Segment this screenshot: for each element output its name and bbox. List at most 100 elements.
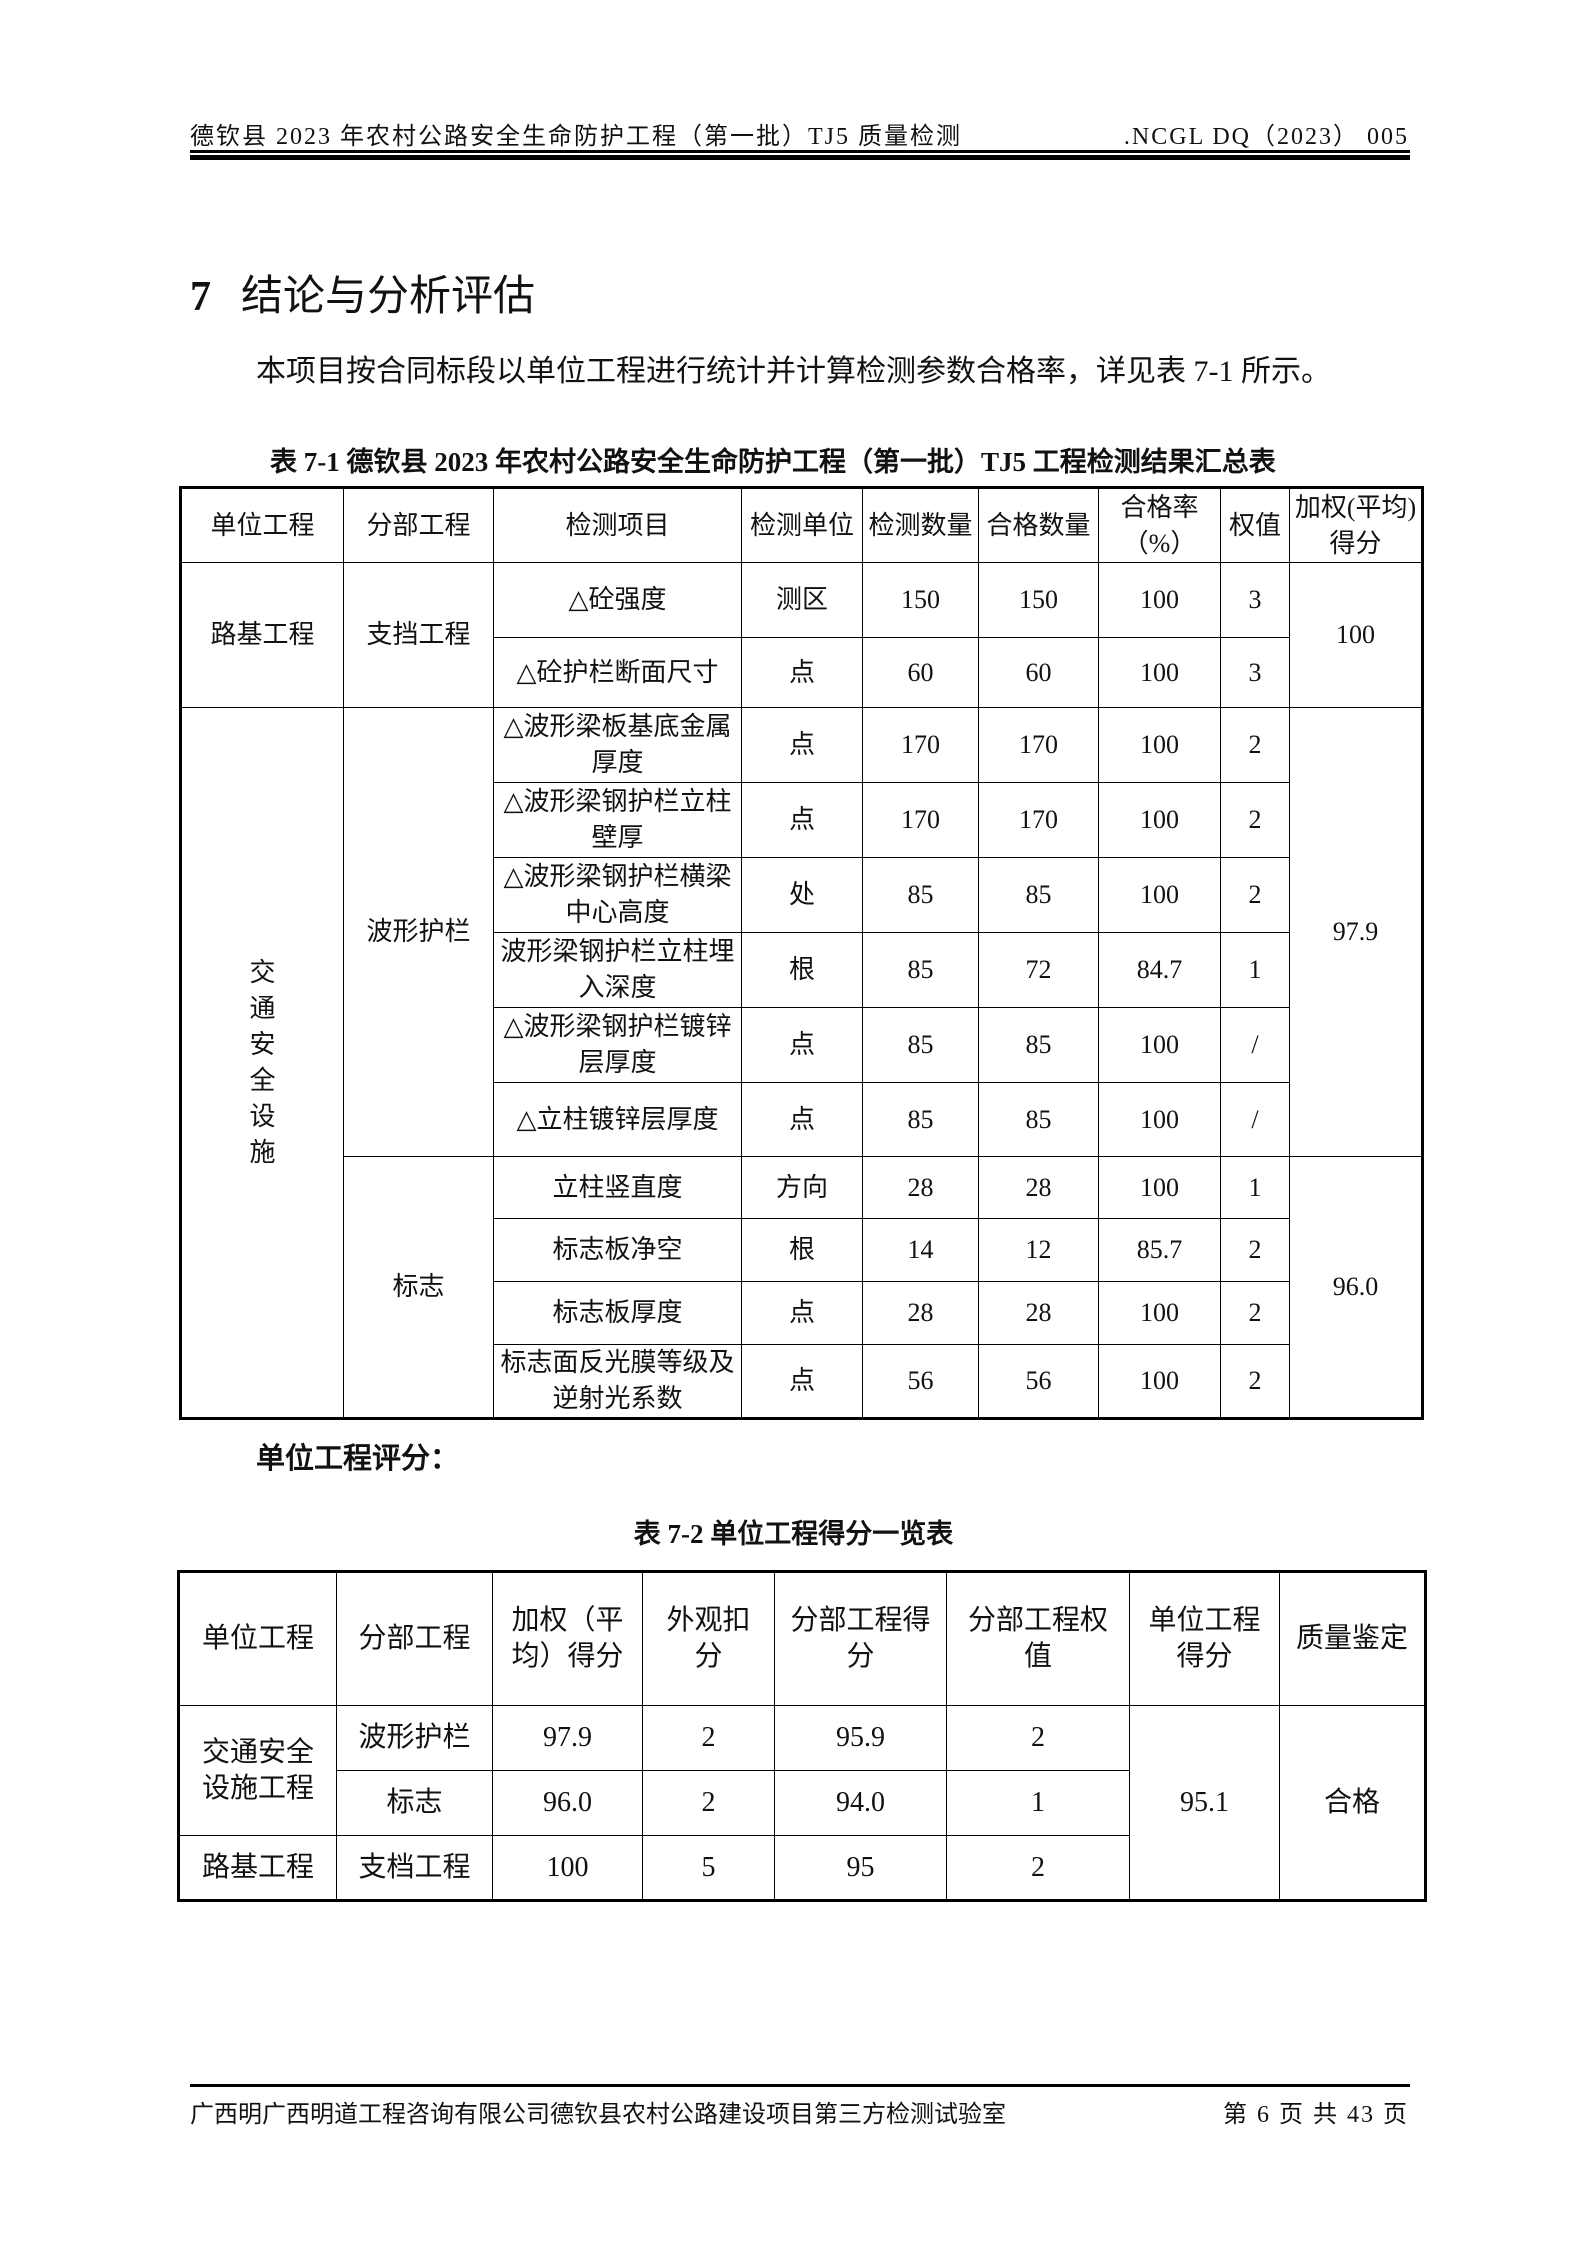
weighted-score-cell: 96.0 bbox=[1289, 1156, 1423, 1419]
pass-rate-cell: 100 bbox=[1098, 637, 1221, 708]
column-header: 分部工程得分 bbox=[774, 1571, 947, 1706]
weight-cell: 3 bbox=[1220, 562, 1290, 638]
weight-cell: 2 bbox=[1220, 1281, 1290, 1345]
column-header: 单位工程 bbox=[180, 487, 344, 563]
header-title: 德钦县 2023 年农村公路安全生命防护工程（第一批）TJ5 质量检测 bbox=[190, 124, 962, 150]
column-header: 检测数量 bbox=[862, 487, 979, 563]
pass-quantity-cell: 170 bbox=[978, 707, 1099, 783]
results-summary-table: 单位工程 分部工程 检测项目 检测单位 检测数量 合格数量 合格率（%） 权值 加权(平均)得分… bbox=[179, 486, 1424, 1420]
pass-rate-cell: 100 bbox=[1098, 782, 1221, 858]
weight-cell: 2 bbox=[1220, 1218, 1290, 1282]
table-row: 标志 96.0 2 94.0 1 bbox=[179, 1770, 1426, 1836]
header-row: 单位工程 分部工程 加权（平均）得分 外观扣分 分部工程得分 分部工程权值 单位工程得分 质量… bbox=[178, 1571, 1426, 1706]
table-row: 标志面反光膜等级及逆射光系数点 56 56 100 2 bbox=[181, 1344, 1423, 1419]
test-unit-cell: 点 bbox=[741, 637, 863, 708]
table-row: 路基工程 支挡工程 △砼强度 测区 150 150 100 3 100 bbox=[180, 562, 1423, 708]
pass-quantity-cell: 12 bbox=[978, 1218, 1099, 1282]
unit-project-cell: 路基工程 bbox=[178, 1835, 337, 1901]
deduct-cell: 2 bbox=[642, 1705, 775, 1771]
table-row: 标志板厚度点 28 28 100 2 bbox=[181, 1281, 1423, 1345]
sub-cell: 标志 bbox=[336, 1770, 493, 1836]
table-row: △波形梁钢护栏立柱壁厚点 170 170 100 2 bbox=[181, 782, 1423, 858]
test-unit-cell: 方向 bbox=[741, 1156, 863, 1219]
weighted-cell: 96.0 bbox=[492, 1770, 643, 1836]
column-header: 权值 bbox=[1220, 487, 1290, 563]
test-unit-cell: 点 bbox=[741, 782, 863, 858]
pass-quantity-cell: 150 bbox=[978, 562, 1099, 638]
footer-divider bbox=[190, 2084, 1410, 2087]
weight-cell: 2 bbox=[946, 1705, 1130, 1771]
pass-quantity-cell: 85 bbox=[978, 1007, 1099, 1083]
column-header: 检测项目 bbox=[493, 487, 742, 563]
test-item-cell: 标志面反光膜等级及逆射光系数 bbox=[493, 1344, 742, 1419]
table2-caption: 表 7-2 单位工程得分一览表 bbox=[633, 1519, 954, 1549]
section-heading: 7 结论与分析评估 bbox=[190, 262, 535, 323]
test-item-cell: 波形梁钢护栏立柱埋入深度 bbox=[493, 932, 742, 1008]
table-row: 交通安全设施工程 波形护栏 97.9 2 95.9 2 95.1 合格 bbox=[178, 1705, 1426, 1901]
table-row: 标志 立柱竖直度 方向 28 28 100 1 96.0 bbox=[181, 1156, 1423, 1419]
column-header: 质量鉴定 bbox=[1279, 1571, 1426, 1706]
pass-rate-cell: 100 bbox=[1098, 1156, 1221, 1219]
pass-quantity-cell: 60 bbox=[978, 637, 1099, 708]
test-unit-cell: 点 bbox=[741, 1344, 863, 1419]
table-row: △波形梁钢护栏横梁中心高度处 85 85 100 2 bbox=[181, 857, 1423, 933]
test-item-cell: △立柱镀锌层厚度 bbox=[493, 1082, 742, 1157]
test-item-cell: △波形梁钢护栏立柱壁厚 bbox=[493, 782, 742, 858]
quality-rating-cell: 合格 bbox=[1279, 1705, 1426, 1901]
test-unit-cell: 点 bbox=[741, 1082, 863, 1157]
sub-project-cell: 支挡工程 bbox=[343, 562, 494, 708]
deduct-cell: 2 bbox=[642, 1770, 775, 1836]
score-cell: 95.9 bbox=[774, 1705, 947, 1771]
score-cell: 95 bbox=[774, 1835, 947, 1901]
column-header: 加权（平均）得分 bbox=[492, 1571, 643, 1706]
test-item-cell: △砼护栏断面尺寸 bbox=[493, 637, 742, 708]
test-item-cell: △砼强度 bbox=[493, 562, 742, 638]
pass-quantity-cell: 72 bbox=[978, 932, 1099, 1008]
pass-quantity-cell: 170 bbox=[978, 782, 1099, 858]
test-item-cell: △波形梁钢护栏镀锌层厚度 bbox=[493, 1007, 742, 1083]
test-item-cell: △波形梁板基底金属厚度 bbox=[493, 707, 742, 783]
weighted-cell: 97.9 bbox=[492, 1705, 643, 1771]
page-number: 第 6 页 共 43 页 bbox=[1223, 2102, 1409, 2128]
test-unit-cell: 处 bbox=[741, 857, 863, 933]
weight-cell: / bbox=[1220, 1082, 1290, 1157]
table-row: △立柱镀锌层厚度点 85 85 100/ bbox=[181, 1082, 1423, 1157]
test-quantity-cell: 28 bbox=[862, 1281, 979, 1345]
test-quantity-cell: 85 bbox=[862, 1082, 979, 1157]
weighted-score-cell: 100 bbox=[1289, 562, 1423, 708]
header-divider-thick bbox=[190, 155, 1410, 160]
unit-project-cell: 交通安全设施工程 bbox=[178, 1705, 337, 1836]
column-header: 单位工程 bbox=[178, 1571, 337, 1706]
sub-cell: 支档工程 bbox=[336, 1835, 493, 1901]
test-item-cell: 标志板净空 bbox=[493, 1218, 742, 1282]
test-unit-cell: 根 bbox=[741, 932, 863, 1008]
test-unit-cell: 点 bbox=[741, 1281, 863, 1345]
section-number: 7 bbox=[190, 274, 211, 320]
test-item-cell: 立柱竖直度 bbox=[493, 1156, 742, 1219]
weight-cell: 2 bbox=[1220, 707, 1290, 783]
pass-rate-cell: 100 bbox=[1098, 562, 1221, 638]
sub-project-cell: 波形护栏 bbox=[343, 707, 494, 1157]
pass-quantity-cell: 28 bbox=[978, 1281, 1099, 1345]
weight-cell: 3 bbox=[1220, 637, 1290, 708]
weight-cell: 2 bbox=[946, 1835, 1130, 1901]
pass-quantity-cell: 56 bbox=[978, 1344, 1099, 1419]
test-quantity-cell: 170 bbox=[862, 707, 979, 783]
column-header: 分部工程权值 bbox=[946, 1571, 1130, 1706]
weight-cell: 1 bbox=[1220, 1156, 1290, 1219]
test-quantity-cell: 85 bbox=[862, 932, 979, 1008]
section-title: 结论与分析评估 bbox=[241, 274, 536, 320]
sub-cell: 波形护栏 bbox=[336, 1705, 493, 1771]
header-row: 单位工程 分部工程 检测项目 检测单位 检测数量 合格数量 合格率（%） 权值 加权(平均)得分 bbox=[180, 487, 1423, 563]
test-quantity-cell: 150 bbox=[862, 562, 979, 638]
test-quantity-cell: 85 bbox=[862, 1007, 979, 1083]
column-header: 外观扣分 bbox=[642, 1571, 775, 1706]
header-divider bbox=[190, 150, 1410, 153]
weight-cell: 2 bbox=[1220, 1344, 1290, 1419]
pass-rate-cell: 85.7 bbox=[1098, 1218, 1221, 1282]
pass-quantity-cell: 85 bbox=[978, 1082, 1099, 1157]
pass-rate-cell: 100 bbox=[1098, 707, 1221, 783]
pass-rate-cell: 100 bbox=[1098, 1007, 1221, 1083]
table-row: 路基工程 支档工程 100 5 95 2 bbox=[178, 1835, 1426, 1901]
column-header: 单位工程得分 bbox=[1129, 1571, 1280, 1706]
